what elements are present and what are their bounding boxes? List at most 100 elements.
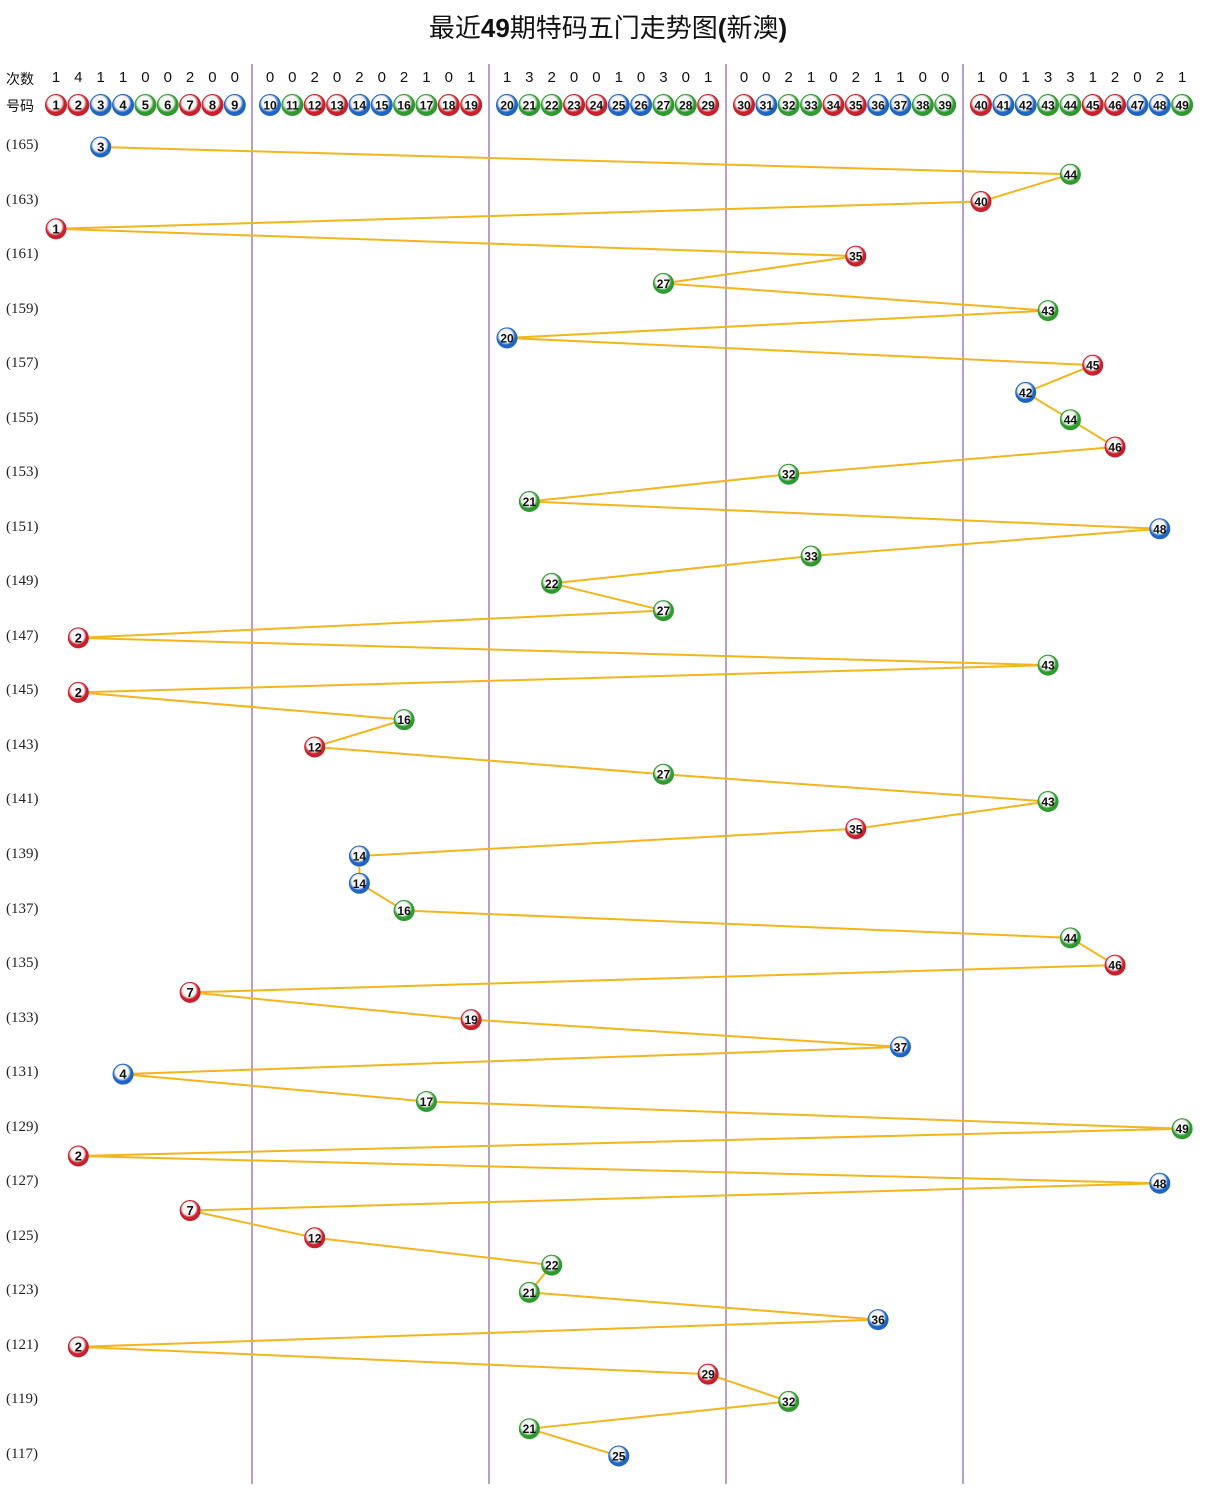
count-value: 1 bbox=[806, 69, 816, 86]
ball-number: 43 bbox=[1041, 795, 1055, 809]
header-ball: 13 bbox=[326, 94, 349, 116]
draw-ball: 21 bbox=[518, 491, 540, 513]
count-value: 0 bbox=[1133, 69, 1142, 86]
draw-ball: 42 bbox=[1015, 381, 1037, 403]
ball-blue bbox=[1149, 518, 1171, 540]
header-ball: 43 bbox=[1037, 94, 1060, 116]
draw-ball: 14 bbox=[348, 845, 370, 867]
title-suffix: 期特码五门走势图 bbox=[509, 14, 718, 44]
draw-balls: 3444013527432045424446322148332227243216… bbox=[45, 136, 1193, 1467]
ball-number: 44 bbox=[1064, 168, 1078, 182]
draw-ball: 16 bbox=[393, 900, 415, 922]
trend-segment bbox=[314, 745, 664, 776]
ball-red bbox=[201, 94, 224, 116]
ball-blue bbox=[348, 94, 371, 116]
ball-red bbox=[179, 981, 201, 1003]
ball-red bbox=[45, 94, 67, 116]
ball-number: 43 bbox=[1041, 659, 1055, 673]
trend-segment bbox=[78, 1154, 1160, 1185]
ball-red bbox=[460, 94, 483, 116]
draw-ball: 7 bbox=[179, 981, 201, 1003]
count-value: 2 bbox=[851, 69, 860, 86]
ball-number: 21 bbox=[523, 495, 537, 509]
ball-number: 1 bbox=[52, 221, 59, 236]
header-ball: 47 bbox=[1126, 94, 1149, 116]
ball-blue bbox=[112, 94, 135, 116]
trend-segment bbox=[529, 473, 789, 503]
ball-green bbox=[800, 545, 822, 567]
ball-number: 12 bbox=[308, 99, 322, 113]
draw-ball: 40 bbox=[970, 191, 992, 213]
count-value: 1 bbox=[873, 69, 883, 86]
period-label: (133) bbox=[6, 1009, 39, 1026]
ball-number: 3 bbox=[97, 98, 104, 113]
count-value: 0 bbox=[230, 69, 239, 86]
header-ball: 39 bbox=[934, 94, 957, 116]
count-value: 0 bbox=[288, 69, 297, 86]
ball-red bbox=[67, 627, 89, 649]
ball-number: 46 bbox=[1108, 440, 1122, 454]
count-value: 0 bbox=[681, 69, 690, 86]
ball-number: 44 bbox=[1064, 931, 1078, 945]
period-label: (155) bbox=[6, 409, 39, 426]
count-value: 1 bbox=[118, 69, 128, 86]
ball-red bbox=[179, 1200, 201, 1222]
count-value: 1 bbox=[51, 69, 61, 86]
ball-blue bbox=[370, 94, 393, 116]
ball-red bbox=[970, 191, 992, 213]
draw-ball: 43 bbox=[1037, 790, 1059, 812]
period-label: (157) bbox=[6, 355, 39, 372]
draw-ball: 36 bbox=[867, 1309, 889, 1331]
period-label: (161) bbox=[6, 246, 39, 263]
draw-ball: 44 bbox=[1059, 409, 1081, 431]
header-ball: 26 bbox=[630, 94, 653, 116]
ball-blue bbox=[348, 872, 370, 894]
ball-red bbox=[563, 94, 586, 116]
trend-segment bbox=[810, 527, 1160, 558]
header-ball: 41 bbox=[992, 94, 1015, 116]
trend-segment bbox=[78, 609, 664, 639]
ball-number: 27 bbox=[657, 604, 671, 618]
period-label: (145) bbox=[6, 682, 39, 699]
ball-number: 35 bbox=[849, 250, 863, 264]
header-ball: 10 bbox=[259, 94, 281, 116]
ball-green bbox=[1059, 409, 1081, 431]
draw-ball: 48 bbox=[1149, 1172, 1171, 1194]
count-value: 4 bbox=[74, 69, 83, 86]
ball-red bbox=[304, 736, 326, 758]
ball-blue bbox=[889, 1036, 911, 1058]
ball-number: 43 bbox=[1041, 304, 1055, 318]
ball-red bbox=[1104, 94, 1127, 116]
ball-green bbox=[674, 94, 697, 116]
ball-red bbox=[1082, 354, 1104, 376]
ball-number: 33 bbox=[804, 550, 818, 564]
count-value: 0 bbox=[762, 69, 771, 86]
period-label: (143) bbox=[6, 736, 39, 753]
ball-green bbox=[1171, 94, 1194, 116]
header-ball: 19 bbox=[460, 94, 483, 116]
period-label: (137) bbox=[6, 900, 39, 917]
header-ball: 36 bbox=[867, 94, 890, 116]
draw-ball: 35 bbox=[845, 245, 867, 267]
header-ball: 25 bbox=[607, 94, 630, 116]
header-ball: 29 bbox=[697, 94, 720, 116]
ball-number: 25 bbox=[612, 1449, 626, 1463]
header-ball: 11 bbox=[281, 94, 304, 116]
header-ball: 1 bbox=[45, 94, 67, 116]
trend-segment bbox=[78, 664, 1049, 694]
ball-number: 21 bbox=[523, 1286, 537, 1300]
count-value: 2 bbox=[547, 69, 556, 86]
header-ball: 44 bbox=[1059, 94, 1082, 116]
ball-number: 37 bbox=[894, 99, 908, 113]
ball-blue bbox=[89, 94, 112, 116]
draw-ball: 43 bbox=[1037, 300, 1059, 322]
ball-green bbox=[134, 94, 157, 116]
count-value: 0 bbox=[141, 69, 150, 86]
draw-ball: 27 bbox=[652, 272, 674, 294]
ball-number: 30 bbox=[737, 99, 751, 113]
ball-blue bbox=[608, 1445, 630, 1467]
header-ball: 21 bbox=[518, 94, 541, 116]
period-label: (131) bbox=[6, 1064, 39, 1081]
ball-number: 42 bbox=[1019, 99, 1033, 113]
